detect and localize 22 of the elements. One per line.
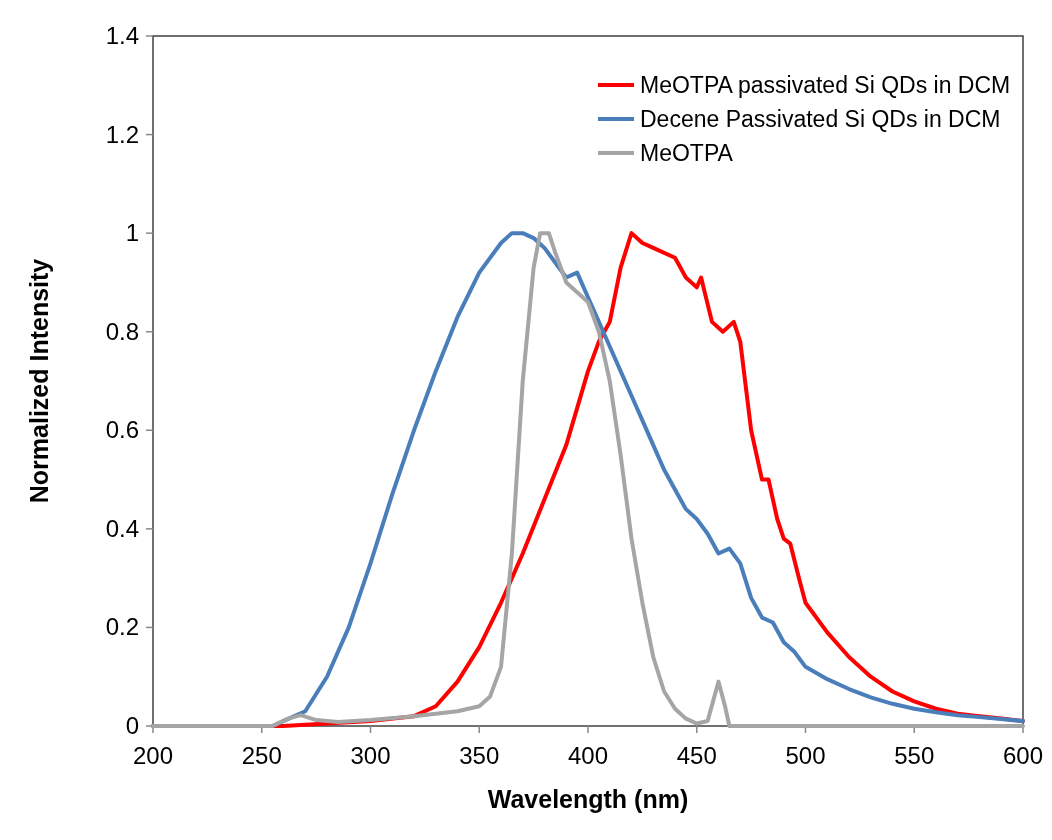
x-tick-label: 450 bbox=[676, 742, 717, 769]
x-tick-label: 500 bbox=[785, 742, 826, 769]
legend-label: Decene Passivated Si QDs in DCM bbox=[640, 106, 1001, 132]
y-tick-label: 1.4 bbox=[105, 22, 139, 49]
y-tick-label: 0.2 bbox=[105, 613, 139, 641]
y-tick-label: 0.4 bbox=[105, 514, 139, 542]
x-tick-label: 550 bbox=[894, 742, 935, 769]
y-tick-label: 0 bbox=[125, 712, 139, 739]
x-tick-label: 350 bbox=[459, 742, 500, 769]
y-tick-label: 1 bbox=[125, 219, 139, 247]
y-axis-title: Normalized Intensity bbox=[25, 258, 53, 504]
x-axis-title: Wavelength (nm) bbox=[487, 785, 689, 813]
legend-label: MeOTPA passivated Si QDs in DCM bbox=[640, 72, 1011, 98]
x-tick-label: 600 bbox=[1002, 742, 1044, 769]
y-tick-label: 1.2 bbox=[105, 120, 139, 148]
y-tick-label: 0.8 bbox=[105, 317, 139, 345]
y-tick-label: 0.6 bbox=[105, 416, 139, 444]
legend-label: MeOTPA bbox=[640, 140, 734, 166]
x-tick-label: 250 bbox=[241, 742, 282, 769]
x-tick-label: 400 bbox=[567, 742, 609, 769]
x-tick-label: 200 bbox=[132, 742, 174, 769]
x-tick-label: 300 bbox=[350, 742, 391, 769]
